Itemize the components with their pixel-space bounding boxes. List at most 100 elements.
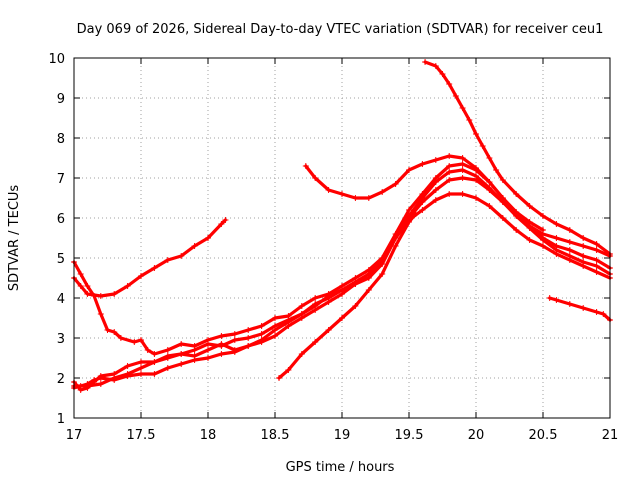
data-point [419,207,426,213]
data-point [406,207,412,213]
data-point [593,269,600,275]
data-point [593,257,600,263]
data-point [513,209,520,215]
data-point [191,353,198,359]
data-point [144,347,151,353]
series-line [423,60,612,256]
data-point [111,375,118,381]
data-point [178,253,185,259]
data-point [392,235,399,241]
data-point [493,167,500,173]
data-point [499,177,506,183]
data-point [111,329,118,335]
data-point [285,319,292,325]
data-point [164,347,171,353]
data-point [499,195,506,201]
data-point [151,265,158,271]
data-point [459,191,466,197]
data-point [97,293,104,299]
data-point [553,297,560,303]
axis-ticks [73,57,611,419]
data-point [97,375,104,381]
series-arc-f [302,153,546,233]
data-point [164,365,171,371]
data-point [392,181,399,187]
series-arc-d [71,167,613,389]
data-point [218,221,225,227]
y-tick-label: 7 [57,172,65,187]
y-axis-tick-labels: 1 2 3 4 5 6 7 8 9 10 [48,52,65,427]
data-point [222,217,229,223]
data-point [379,261,386,267]
data-point [77,283,84,289]
data-point [446,191,453,197]
series-line [548,296,612,322]
data-point [138,371,144,377]
data-point [473,131,479,137]
data-point [84,283,91,289]
data-point [191,347,198,353]
data-point [312,301,319,307]
data-point [432,179,439,185]
data-point [365,195,372,201]
data-point [446,163,453,169]
data-point [151,351,158,357]
data-point [593,263,600,269]
data-point [245,343,252,349]
data-point [466,117,473,123]
x-tick-label: 18 [200,428,217,443]
data-point [526,203,533,209]
data-point [84,291,91,297]
data-point [365,287,372,293]
data-point [191,243,198,249]
data-point [124,283,131,289]
data-point [205,341,211,347]
data-point [473,165,479,171]
data-point [276,375,283,381]
data-point [365,275,372,281]
data-point [566,247,573,253]
data-point [412,211,419,217]
x-tick-label: 17.5 [127,428,156,443]
data-point [97,381,104,387]
x-axis-label: GPS time / hours [286,460,395,475]
data-point [84,383,91,389]
data-point [97,311,104,317]
data-point [486,179,493,185]
data-point [419,195,426,201]
data-point [526,219,533,225]
data-point [218,341,225,347]
data-point [446,177,453,183]
data-point [339,315,345,321]
data-point [258,337,265,343]
data-point [459,161,466,167]
data-point [104,327,111,333]
data-point [546,295,553,301]
data-series [71,59,613,393]
data-point [473,173,479,179]
data-point [459,167,466,173]
data-point [218,351,225,357]
data-point [486,155,493,161]
data-point [339,191,345,197]
chart-title: Day 069 of 2026, Sidereal Day-to-day VTE… [77,22,604,37]
data-point [131,339,138,345]
y-tick-label: 9 [57,92,65,107]
data-point [164,257,171,263]
series-arc-h [276,211,419,381]
data-point [566,253,573,259]
data-point [298,351,305,357]
data-point [432,187,439,193]
data-point [553,221,560,227]
data-point [339,287,345,293]
data-point [111,291,118,297]
x-tick-label: 18.5 [261,428,290,443]
y-tick-label: 6 [57,212,65,227]
data-point [298,303,305,309]
data-point [151,359,158,365]
data-point [151,371,158,377]
data-point [513,227,520,233]
data-point [459,175,466,181]
data-point [258,331,265,337]
y-tick-label: 3 [57,332,65,347]
